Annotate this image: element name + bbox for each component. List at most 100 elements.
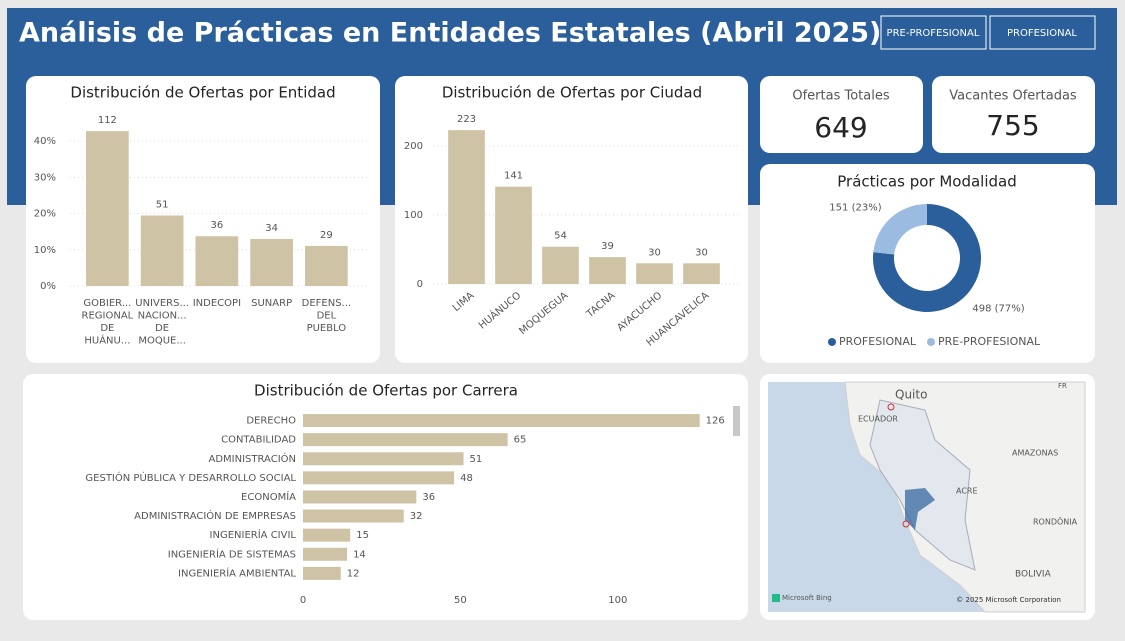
data-label: 151 (23%) [829, 202, 881, 213]
data-label: 54 [554, 231, 567, 242]
y-tick-label: 0% [40, 281, 56, 292]
map-pin [902, 520, 910, 528]
data-label: 36 [422, 492, 435, 503]
y-tick-label: INGENIERÍA DE SISTEMAS [168, 547, 296, 560]
panel [395, 76, 748, 363]
x-tick-label: INDECOPI [193, 298, 241, 309]
bar [636, 263, 673, 284]
map-label: BOLIVIA [1015, 570, 1052, 580]
y-tick-label: 0 [417, 279, 423, 290]
bar [448, 130, 485, 284]
map-label: ECUADOR [858, 415, 898, 424]
data-label: 36 [211, 220, 224, 231]
map-label: Quito [895, 388, 927, 402]
data-label: 15 [356, 530, 369, 541]
x-tick-label: GOBIER... REGIONAL DE HUÁNU... [82, 298, 134, 347]
data-label: 223 [457, 114, 476, 125]
data-label: 51 [470, 454, 483, 465]
map-label: RONDÔNIA [1033, 516, 1078, 527]
legend-marker [926, 338, 935, 346]
bar [140, 215, 184, 286]
scrollbar[interactable] [733, 406, 740, 436]
donut-slice [873, 204, 981, 313]
chart-title: Distribución de Ofertas por Ciudad [442, 84, 702, 102]
x-tick-label: 0 [300, 595, 306, 606]
map-pin [887, 403, 895, 411]
x-tick-label: SUNARP [251, 298, 292, 309]
data-label: 126 [706, 416, 725, 427]
page-title: Análisis de Prácticas en Entidades Estat… [19, 18, 881, 49]
bar [303, 433, 508, 447]
data-label: 30 [695, 247, 708, 258]
data-label: 65 [514, 435, 527, 446]
x-tick-label: DEFENS... DEL PUEBLO [302, 298, 351, 334]
data-label: 29 [320, 230, 333, 241]
y-tick-label: 20% [34, 209, 56, 220]
bar [303, 566, 341, 580]
bar [542, 246, 579, 284]
data-label: 112 [98, 115, 117, 126]
kpi-card [932, 76, 1095, 153]
y-tick-label: 100 [404, 210, 423, 221]
y-tick-label: ADMINISTRACIÓN DE EMPRESAS [134, 509, 296, 522]
bar [303, 414, 700, 428]
bar [303, 452, 464, 466]
filter-button[interactable] [880, 15, 987, 50]
x-tick-label: 50 [454, 595, 467, 606]
bar [495, 186, 532, 284]
map-attribution: Microsoft Bing [782, 594, 832, 602]
data-label: 34 [265, 223, 278, 234]
map-region [905, 488, 935, 530]
legend-label: PRE-PROFESIONAL [938, 335, 1041, 348]
y-tick-label: 40% [34, 136, 56, 147]
bar [303, 509, 404, 523]
y-tick-label: 10% [34, 245, 56, 256]
filter-button[interactable] [989, 15, 1096, 50]
kpi-value: 755 [986, 109, 1039, 142]
y-tick-label: INGENIERÍA AMBIENTAL [178, 566, 296, 579]
kpi-value: 649 [814, 111, 867, 144]
donut-slice [873, 204, 927, 255]
bar [305, 245, 348, 286]
data-label: 32 [410, 511, 423, 522]
data-label: 48 [460, 473, 473, 484]
y-tick-label: INGENIERÍA CIVIL [210, 528, 297, 541]
bar [303, 471, 455, 485]
y-tick-label: 200 [404, 141, 423, 152]
y-tick-label: GESTIÓN PÚBLICA Y DESARROLLO SOCIAL [85, 471, 296, 484]
data-label: 12 [347, 568, 360, 579]
bar [303, 490, 417, 504]
chart-title: Distribución de Ofertas por Carrera [254, 382, 518, 400]
map-label: AMAZONAS [1012, 449, 1058, 458]
filter-button-label[interactable]: PROFESIONAL [1007, 28, 1077, 39]
data-label: 141 [504, 171, 523, 182]
filter-button-label[interactable]: PRE-PROFESIONAL [887, 28, 980, 39]
map-country [869, 399, 976, 571]
chart-title: Prácticas por Modalidad [837, 173, 1017, 191]
y-tick-label: 30% [34, 172, 56, 183]
data-label: 39 [601, 241, 614, 252]
kpi-label: Ofertas Totales [792, 89, 889, 104]
map[interactable]: Quito ECUADOR AMAZONAS ACRE RONDÔNIA BOL… [768, 381, 1086, 613]
data-label: 30 [648, 247, 661, 258]
x-tick-label: 100 [608, 595, 627, 606]
bar [195, 236, 239, 286]
kpi-card [760, 76, 923, 153]
map-label: FR [1058, 382, 1067, 390]
bar [303, 547, 348, 561]
data-label: 14 [353, 549, 366, 560]
chart-title: Distribución de Ofertas por Entidad [70, 84, 335, 102]
y-tick-label: DERECHO [246, 416, 296, 427]
bing-logo [772, 594, 780, 602]
y-tick-label: ADMINISTRACIÓN [209, 452, 297, 465]
data-label: 51 [156, 199, 169, 210]
bar [303, 528, 351, 542]
kpi-label: Vacantes Ofertadas [949, 89, 1077, 104]
x-tick-label: UNIVERS... NACION... DE MOQUE... [135, 298, 189, 347]
bar [683, 263, 720, 284]
bar [250, 238, 293, 286]
legend-label: PROFESIONAL [839, 335, 917, 348]
map-attribution: © 2025 Microsoft Corporation [956, 596, 1061, 604]
